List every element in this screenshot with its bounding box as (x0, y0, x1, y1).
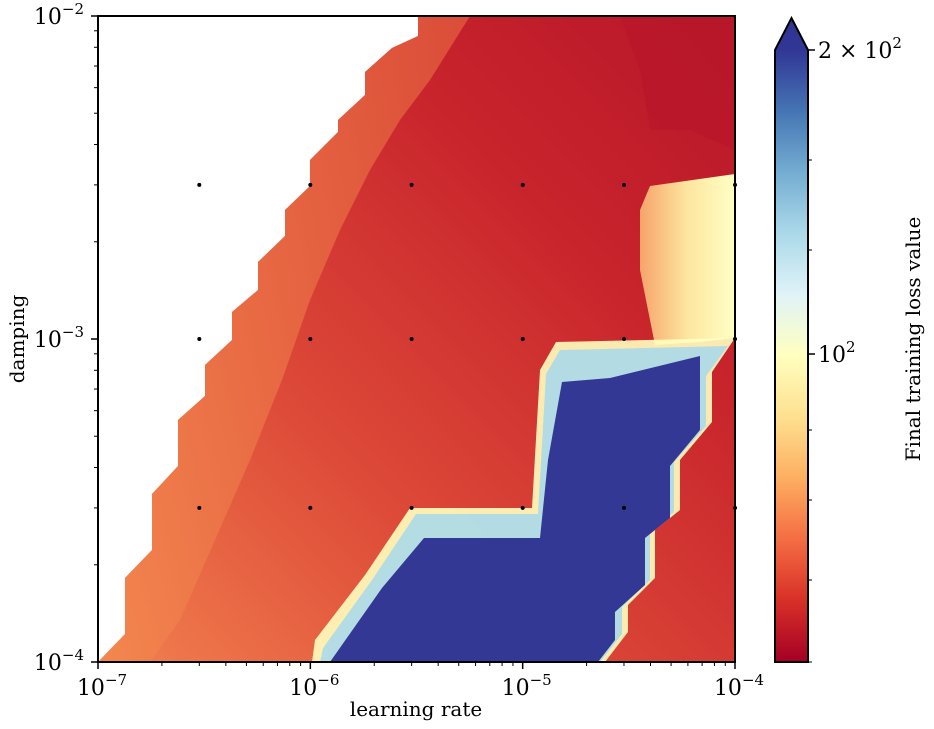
x-tick-label: 10−6 (289, 671, 339, 701)
diverged-region (330, 356, 700, 662)
sample-point (409, 337, 414, 341)
edge-band (98, 16, 470, 662)
heatmap-plot-area (98, 16, 735, 662)
colorbar-tick-label: 2 × 102 (818, 34, 902, 64)
high-loss-patch (640, 174, 735, 345)
y-tick-label: 10−3 (34, 323, 84, 353)
y-tick-label: 10−4 (34, 646, 84, 676)
sample-point (197, 337, 202, 341)
sample-point (409, 182, 414, 187)
x-tick-label: 10−7 (77, 671, 127, 701)
sample-point (308, 182, 313, 187)
colorbar: 102 2 × 102 Final training loss value (774, 15, 925, 663)
colorbar-extend-arrow (775, 18, 808, 50)
x-axis-label: learning rate (350, 697, 482, 721)
colorbar-frame (774, 15, 809, 663)
sample-point (622, 337, 626, 341)
x-tick-label: 10−4 (714, 671, 764, 701)
x-tick-label: 10−5 (502, 671, 552, 701)
sample-point (520, 182, 525, 187)
axis-ticks: 10−7 10−6 10−5 10−4 10−4 10−3 10−2 (34, 0, 764, 701)
sample-point (308, 505, 313, 510)
sample-point (409, 505, 414, 510)
sample-points (197, 182, 737, 510)
dark-red-corner (620, 16, 735, 150)
y-axis-label: damping (5, 295, 29, 384)
colorbar-label: Final training loss value (901, 217, 925, 462)
sample-point (520, 337, 525, 341)
y-tick-label: 10−2 (34, 0, 84, 30)
sample-point (308, 337, 313, 341)
sample-point (197, 182, 202, 187)
sample-point (520, 505, 525, 510)
colorbar-tick-label: 102 (818, 338, 856, 368)
colorbar-gradient (775, 50, 808, 662)
colorbar-ticks: 102 2 × 102 (808, 34, 902, 663)
sample-point (622, 182, 626, 187)
sample-point (197, 505, 202, 510)
sample-point (622, 505, 626, 510)
